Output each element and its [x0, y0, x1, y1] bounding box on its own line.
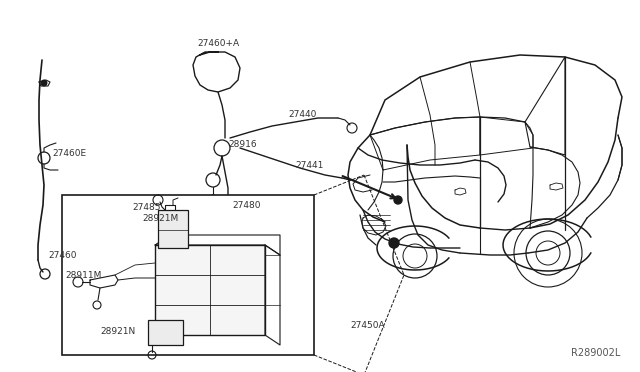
Text: 27440: 27440 — [288, 109, 316, 119]
Text: R289002L: R289002L — [571, 348, 620, 358]
Text: 27460+A: 27460+A — [197, 39, 239, 48]
Text: 27441: 27441 — [295, 160, 323, 170]
Text: 27485: 27485 — [132, 202, 161, 212]
Text: 27460E: 27460E — [52, 148, 86, 157]
Text: 28916: 28916 — [228, 140, 257, 148]
Text: 28921N: 28921N — [100, 327, 135, 337]
Circle shape — [389, 238, 399, 248]
Text: 28911M: 28911M — [65, 270, 101, 279]
Text: 27480: 27480 — [232, 201, 260, 209]
Text: 28921M: 28921M — [142, 214, 179, 222]
Text: 27460: 27460 — [48, 250, 77, 260]
Circle shape — [394, 196, 402, 204]
Circle shape — [41, 80, 47, 86]
Bar — [62, 195, 314, 355]
Bar — [148, 320, 183, 345]
Bar — [158, 210, 188, 248]
Bar — [155, 245, 265, 335]
Text: 27450A: 27450A — [350, 321, 385, 330]
